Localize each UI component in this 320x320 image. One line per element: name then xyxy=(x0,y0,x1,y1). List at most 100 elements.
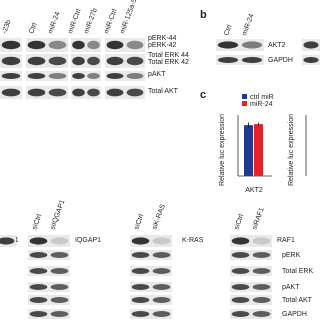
row-label: pAKT xyxy=(282,284,300,291)
blot xyxy=(230,295,272,305)
blot xyxy=(28,250,70,260)
row-label: pERK xyxy=(282,252,301,259)
band xyxy=(87,56,100,66)
band xyxy=(29,284,48,290)
band xyxy=(241,41,263,49)
row-label: pERK-42 xyxy=(148,42,177,49)
row-label: Total ERK xyxy=(282,268,313,275)
band xyxy=(131,284,150,290)
column-label: miR-Ctrl xyxy=(67,8,83,35)
band xyxy=(72,40,85,50)
band xyxy=(50,252,69,258)
band xyxy=(231,297,250,303)
column-label: siCtrl xyxy=(233,213,245,231)
column-label: miR-125a-5p xyxy=(119,0,139,35)
band xyxy=(241,57,263,63)
band xyxy=(87,73,100,79)
band xyxy=(1,56,21,66)
band xyxy=(72,56,85,66)
column-label: siCtrl xyxy=(31,213,43,231)
band xyxy=(126,40,144,50)
band xyxy=(50,237,69,245)
band xyxy=(72,73,85,79)
row-label: pAKT xyxy=(148,71,166,78)
band xyxy=(252,252,271,258)
band xyxy=(50,297,69,303)
blot xyxy=(26,71,68,81)
column-label: Ctrl xyxy=(223,24,233,37)
band xyxy=(1,40,21,50)
band xyxy=(126,73,144,79)
blot xyxy=(130,309,172,319)
legend-label: ctrl miR xyxy=(250,94,274,101)
band xyxy=(131,252,150,258)
band xyxy=(252,297,271,303)
blot xyxy=(130,295,172,305)
band xyxy=(152,297,171,303)
band xyxy=(252,237,271,245)
row-label: Total AKT xyxy=(282,297,313,304)
band xyxy=(29,237,48,245)
band xyxy=(131,311,150,317)
column-label: Ctrl xyxy=(28,22,38,35)
row-label: RAF1 xyxy=(277,237,295,244)
band xyxy=(231,311,250,317)
band xyxy=(231,237,250,245)
band xyxy=(252,311,271,317)
band xyxy=(106,40,124,50)
band xyxy=(252,268,271,274)
band xyxy=(303,57,319,63)
band xyxy=(126,88,144,97)
band xyxy=(0,237,15,245)
band xyxy=(29,311,48,317)
band xyxy=(126,56,144,66)
blot xyxy=(230,266,272,276)
band xyxy=(50,284,69,290)
bar xyxy=(254,124,263,176)
blot xyxy=(105,71,145,81)
band xyxy=(27,40,46,50)
band xyxy=(217,57,239,63)
band xyxy=(131,297,150,303)
row-label: IQGAP1 xyxy=(75,237,101,244)
band xyxy=(29,268,48,274)
legend-swatch xyxy=(242,101,247,106)
blot xyxy=(230,282,272,292)
band xyxy=(152,252,171,258)
band xyxy=(217,41,239,49)
band xyxy=(152,311,171,317)
row-label: pERK-44 xyxy=(148,35,177,42)
band xyxy=(152,237,171,245)
panel-label: c xyxy=(200,89,206,101)
column-label: miR-27b xyxy=(83,7,99,34)
band xyxy=(27,88,46,97)
blot xyxy=(130,282,172,292)
band xyxy=(29,297,48,303)
blot xyxy=(216,55,264,65)
band xyxy=(131,268,150,274)
x-tick-label: AKT2 xyxy=(245,187,263,194)
band xyxy=(87,40,100,50)
band xyxy=(303,41,319,49)
blot xyxy=(230,250,272,260)
band xyxy=(48,56,67,66)
band xyxy=(106,88,124,97)
band xyxy=(1,73,21,79)
band xyxy=(152,268,171,274)
band xyxy=(48,40,67,50)
column-label: siK-RAS xyxy=(151,203,167,231)
band xyxy=(50,311,69,317)
band xyxy=(131,237,150,245)
row-label: GAPDH xyxy=(282,311,307,318)
band xyxy=(29,252,48,258)
band xyxy=(50,268,69,274)
row-label: Total AKT xyxy=(148,88,179,95)
band xyxy=(48,88,67,97)
blot xyxy=(130,266,172,276)
blot xyxy=(71,71,101,81)
row-label: Total ERK 42 xyxy=(148,59,189,66)
band xyxy=(87,88,100,97)
row-label: GAPDH xyxy=(268,57,293,64)
column-label: siIQGAP1 xyxy=(49,199,66,231)
